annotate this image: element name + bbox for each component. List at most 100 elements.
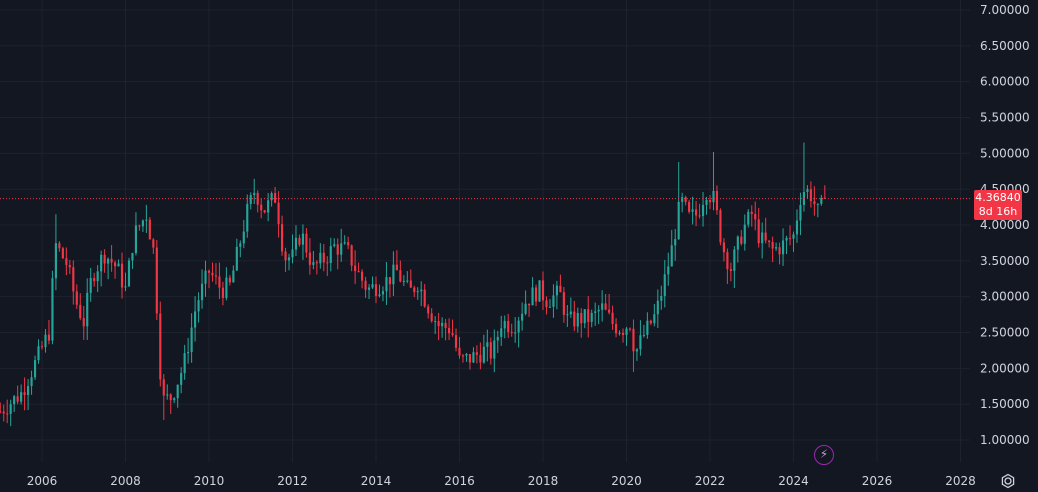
price-tick-label: 7.00000 (980, 3, 1030, 17)
time-axis[interactable]: 2006 2008 2010 2012 2014 2016 2018 2020 2022 2024… (27, 474, 976, 488)
candle-body (322, 252, 325, 263)
candle-body (242, 231, 245, 244)
candle-body (775, 247, 778, 249)
candle-body (44, 334, 47, 348)
candle-body (712, 190, 715, 203)
candle-body (816, 203, 819, 205)
candle-body (621, 332, 625, 335)
candle-body (180, 373, 183, 385)
candle-body (754, 214, 757, 220)
candle-body (270, 193, 273, 201)
candle-body (534, 287, 538, 302)
candle-body (413, 287, 416, 292)
candle-body (764, 232, 767, 241)
time-tick-label: 2026 (862, 474, 893, 488)
candle-body (496, 336, 499, 341)
price-tick-label: 5.00000 (980, 146, 1030, 160)
candle-body (434, 321, 437, 323)
candle-body (454, 335, 458, 348)
candle-body (809, 189, 812, 202)
price-tick-label: 6.00000 (980, 75, 1030, 89)
candle-body (308, 252, 311, 265)
candle-body (120, 263, 124, 288)
time-tick-label: 2024 (778, 474, 809, 488)
candle-body (677, 201, 680, 240)
candle-body (392, 264, 395, 285)
candle-body (482, 346, 485, 363)
candle-body (503, 320, 506, 329)
candle-body (367, 287, 371, 290)
price-tick-label: 3.00000 (980, 290, 1030, 304)
candle-body (274, 193, 277, 203)
candle-body (54, 243, 57, 279)
candle-body (16, 396, 19, 402)
time-tick-label: 2016 (444, 474, 475, 488)
candle-body (594, 311, 597, 313)
price-tick-label: 2.00000 (980, 361, 1030, 375)
candle-body (757, 219, 760, 244)
candle-body (472, 352, 475, 363)
candle-body (385, 277, 388, 292)
candle-body (823, 197, 826, 199)
candle-body (110, 258, 113, 263)
candle-body (552, 295, 555, 307)
candle-body (148, 219, 151, 240)
candle-body (173, 398, 176, 401)
candle-body (423, 289, 426, 307)
candle-body (507, 320, 510, 332)
candle-body (235, 246, 238, 271)
candle-body (253, 192, 256, 196)
candle-body (40, 346, 44, 348)
candle-body (124, 286, 127, 288)
candle-body (465, 354, 468, 356)
candle-body (33, 360, 37, 378)
candle-body (768, 240, 771, 242)
candle-body (566, 314, 569, 316)
candle-body (267, 200, 270, 213)
gear-icon[interactable] (1000, 473, 1016, 489)
time-tick-label: 2028 (945, 474, 976, 488)
lightning-icon[interactable]: ⚡ (814, 445, 834, 465)
candle-body (211, 272, 214, 276)
candle-body (430, 313, 433, 322)
candle-body (86, 292, 89, 327)
candle-body (246, 203, 249, 232)
candle-body (357, 271, 360, 273)
candle-body (162, 379, 165, 396)
candle-body (663, 274, 666, 296)
candle-body (134, 225, 138, 254)
candle-body (458, 347, 461, 356)
candle-body (145, 219, 148, 221)
candle-body (9, 404, 12, 414)
price-tick-label: 3.50000 (980, 254, 1030, 268)
candle-body (68, 264, 71, 268)
time-tick-label: 2020 (611, 474, 642, 488)
candle-body (305, 233, 308, 253)
candle-body (284, 251, 287, 261)
price-tick-label: 4.00000 (980, 218, 1030, 232)
candle-body (194, 311, 197, 328)
candle-body (378, 294, 381, 296)
time-tick-label: 2010 (194, 474, 225, 488)
candle-body (354, 265, 357, 272)
candle-body (319, 252, 322, 264)
candle-body (204, 270, 207, 284)
candle-body (399, 270, 402, 282)
candle-body (517, 320, 520, 333)
candle-body (416, 291, 419, 293)
candle-body (197, 300, 200, 312)
candle-body (559, 285, 562, 293)
candle-body (232, 270, 235, 283)
price-tick-label: 5.50000 (980, 111, 1030, 125)
candle-body (698, 215, 701, 217)
candle-body (569, 311, 572, 315)
candle-body (131, 253, 134, 261)
candle-body (562, 292, 565, 315)
candle-body (298, 237, 301, 245)
candle-body (312, 262, 315, 265)
price-axis[interactable]: 7.000006.500006.000005.500005.000004.500… (980, 3, 1030, 447)
candle-body (628, 328, 632, 330)
candle-body (117, 263, 120, 267)
candle-body (343, 242, 346, 244)
